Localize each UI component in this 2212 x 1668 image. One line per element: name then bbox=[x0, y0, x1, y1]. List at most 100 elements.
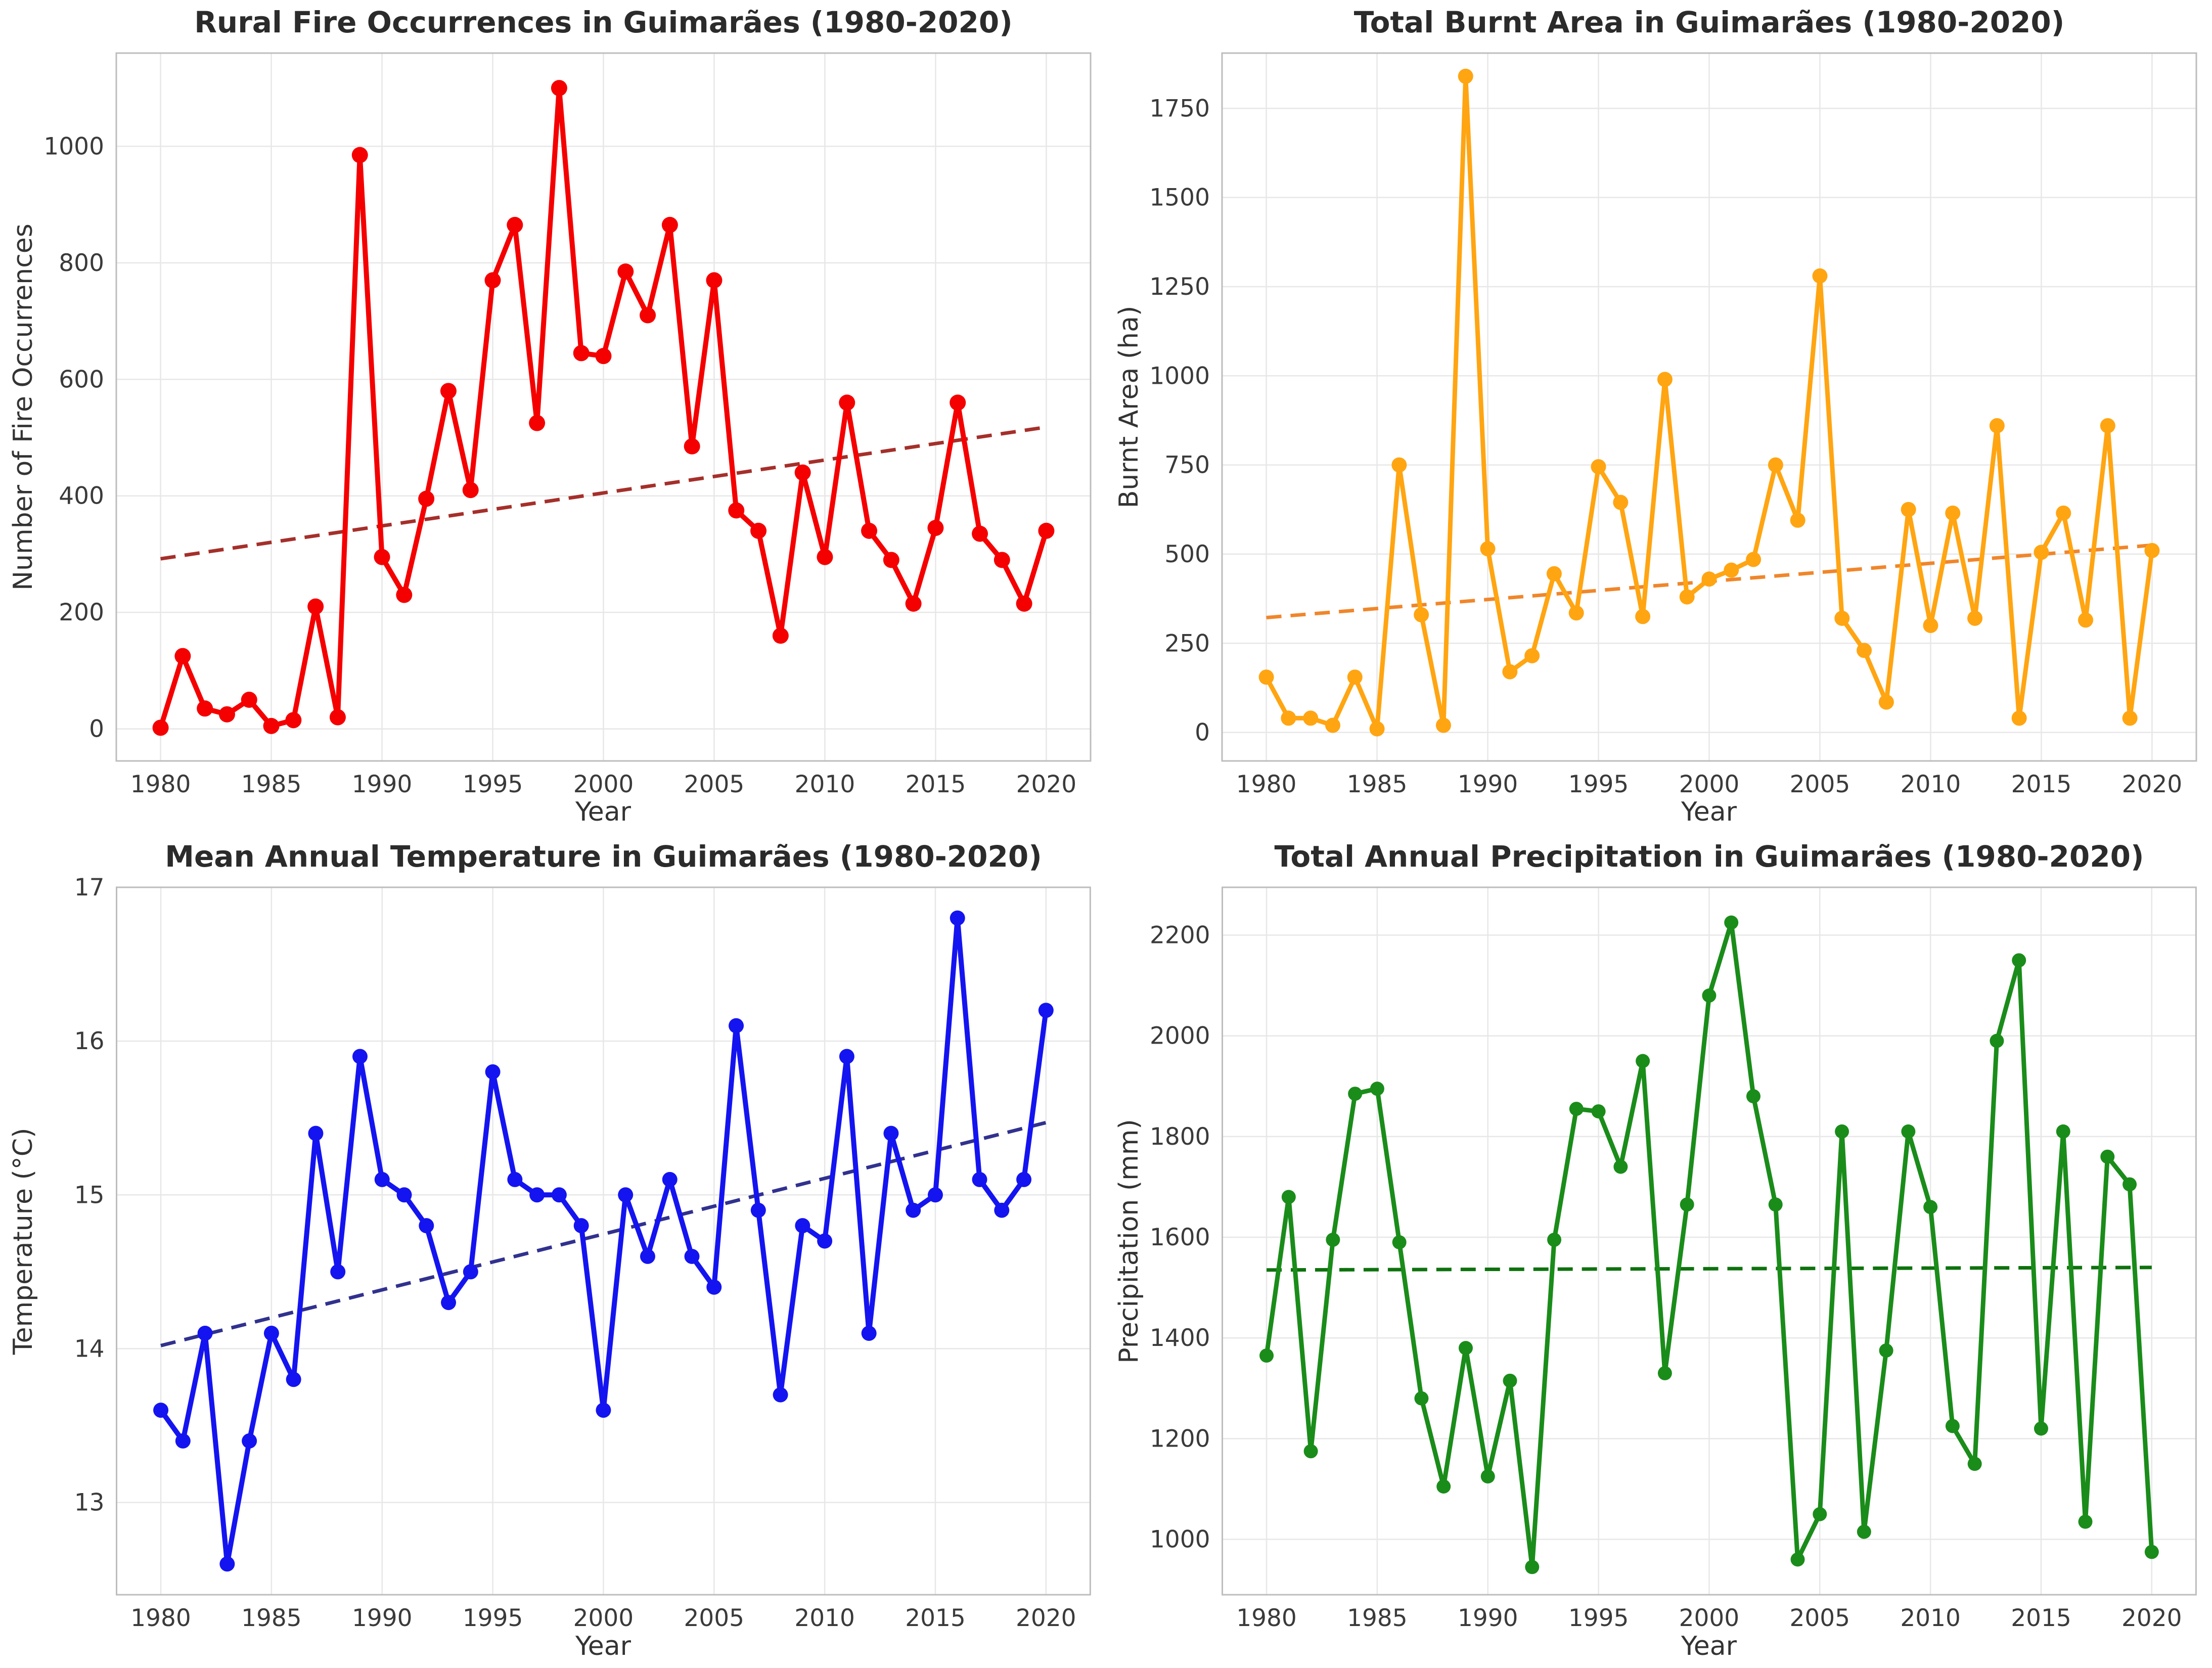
plot-border bbox=[1221, 52, 2197, 762]
svg-text:1990: 1990 bbox=[1458, 771, 1518, 798]
tick-labels: 1980 1985 1990 1995 2000 2005 2010 2015 2020 1000… bbox=[1150, 922, 2182, 1633]
trend-line bbox=[160, 425, 1047, 561]
x-axis-label: Year bbox=[575, 1631, 631, 1661]
svg-text:1985: 1985 bbox=[1347, 1604, 1408, 1632]
svg-text:2015: 2015 bbox=[905, 1604, 966, 1632]
svg-text:1985: 1985 bbox=[1347, 771, 1408, 798]
svg-text:1000: 1000 bbox=[43, 132, 104, 160]
chart-title: Mean Annual Temperature in Guimarães (19… bbox=[165, 839, 1042, 874]
svg-text:1990: 1990 bbox=[352, 771, 413, 798]
svg-text:2015: 2015 bbox=[906, 771, 966, 798]
svg-text:800: 800 bbox=[59, 249, 104, 277]
plot-border bbox=[115, 52, 1092, 762]
svg-text:1995: 1995 bbox=[463, 771, 523, 798]
svg-text:1980: 1980 bbox=[1236, 1604, 1297, 1632]
chart-title: Total Burnt Area in Guimarães (1980-2020… bbox=[1353, 5, 2065, 39]
svg-text:1000: 1000 bbox=[1149, 362, 1210, 390]
x-axis-label: Year bbox=[575, 797, 631, 827]
svg-text:400: 400 bbox=[59, 482, 104, 510]
trend-line bbox=[1267, 1266, 2152, 1272]
svg-text:1980: 1980 bbox=[1236, 771, 1297, 798]
svg-text:13: 13 bbox=[74, 1489, 105, 1517]
svg-text:1985: 1985 bbox=[241, 771, 302, 798]
svg-text:1500: 1500 bbox=[1149, 184, 1210, 212]
chart-temperature: Mean Annual Temperature in Guimarães (19… bbox=[0, 834, 1106, 1668]
plot-svg: 1980 1985 1990 1995 2000 2005 2010 2015 2020 0 250… bbox=[1149, 52, 2197, 798]
svg-text:1250: 1250 bbox=[1149, 273, 1210, 301]
x-axis-label: Year bbox=[1681, 1631, 1737, 1661]
svg-text:2020: 2020 bbox=[2121, 1604, 2182, 1632]
svg-text:1995: 1995 bbox=[463, 1604, 523, 1632]
tick-labels: 1980 1985 1990 1995 2000 2005 2010 2015 2020 13 14… bbox=[74, 874, 1076, 1632]
svg-text:1600: 1600 bbox=[1150, 1224, 1210, 1251]
svg-text:750: 750 bbox=[1164, 452, 1210, 479]
svg-text:600: 600 bbox=[59, 366, 104, 393]
tick-labels: 1980 1985 1990 1995 2000 2005 2010 2015 2020 0 250… bbox=[1149, 95, 2182, 798]
svg-text:250: 250 bbox=[1164, 629, 1210, 657]
svg-text:16: 16 bbox=[74, 1027, 105, 1055]
svg-text:1400: 1400 bbox=[1150, 1324, 1210, 1352]
svg-text:1750: 1750 bbox=[1149, 95, 1210, 122]
chart-fire-occurrences: Rural Fire Occurrences in Guimarães (198… bbox=[0, 0, 1106, 834]
svg-text:2000: 2000 bbox=[573, 1604, 634, 1632]
svg-text:2010: 2010 bbox=[1901, 771, 1961, 798]
svg-text:2010: 2010 bbox=[1900, 1604, 1961, 1632]
svg-text:2020: 2020 bbox=[2122, 771, 2183, 798]
svg-text:15: 15 bbox=[74, 1181, 105, 1209]
svg-text:2010: 2010 bbox=[794, 1604, 855, 1632]
x-axis-label: Year bbox=[1681, 797, 1737, 827]
svg-text:500: 500 bbox=[1164, 540, 1210, 568]
svg-text:2020: 2020 bbox=[1016, 771, 1077, 798]
y-axis-label: Burnt Area (ha) bbox=[1114, 305, 1144, 509]
svg-text:1800: 1800 bbox=[1150, 1123, 1210, 1151]
tick-labels: 1980 1985 1990 1995 2000 2005 2010 2015 2020 0 200… bbox=[43, 132, 1076, 798]
plot-border bbox=[116, 886, 1091, 1596]
chart-precipitation: Total Annual Precipitation in Guimarães … bbox=[1106, 834, 2212, 1668]
data-markers bbox=[153, 910, 1054, 1572]
svg-text:2005: 2005 bbox=[1790, 771, 1850, 798]
svg-text:2000: 2000 bbox=[1150, 1022, 1210, 1050]
data-markers bbox=[152, 80, 1055, 736]
svg-text:1980: 1980 bbox=[130, 771, 191, 798]
plot-svg: 1980 1985 1990 1995 2000 2005 2010 2015 2020 0 200… bbox=[43, 52, 1092, 798]
svg-text:1200: 1200 bbox=[1150, 1425, 1210, 1453]
svg-text:1985: 1985 bbox=[241, 1604, 302, 1632]
svg-text:1995: 1995 bbox=[1568, 1604, 1629, 1632]
svg-text:2010: 2010 bbox=[795, 771, 855, 798]
chart-burnt-area: Total Burnt Area in Guimarães (1980-2020… bbox=[1106, 0, 2212, 834]
y-axis-label: Precipitation (mm) bbox=[1114, 1119, 1144, 1364]
svg-text:1000: 1000 bbox=[1150, 1526, 1210, 1554]
chart-title: Total Annual Precipitation in Guimarães … bbox=[1274, 839, 2144, 874]
svg-text:2000: 2000 bbox=[1679, 1604, 1740, 1632]
svg-text:2000: 2000 bbox=[1679, 771, 1740, 798]
chart-title: Rural Fire Occurrences in Guimarães (198… bbox=[194, 5, 1013, 39]
svg-text:2005: 2005 bbox=[684, 1604, 745, 1632]
svg-text:1995: 1995 bbox=[1568, 771, 1629, 798]
plot-svg: 1980 1985 1990 1995 2000 2005 2010 2015 2020 1000… bbox=[1150, 886, 2197, 1633]
gridlines bbox=[1222, 53, 2196, 761]
data-markers bbox=[1258, 68, 2160, 737]
svg-text:1980: 1980 bbox=[130, 1604, 191, 1632]
gridlines bbox=[116, 53, 1091, 761]
svg-text:200: 200 bbox=[59, 599, 104, 626]
svg-text:17: 17 bbox=[74, 874, 105, 901]
svg-text:2015: 2015 bbox=[2011, 1604, 2071, 1632]
svg-text:2005: 2005 bbox=[1790, 1604, 1850, 1632]
svg-text:2005: 2005 bbox=[684, 771, 745, 798]
svg-text:0: 0 bbox=[89, 715, 104, 743]
svg-text:2000: 2000 bbox=[573, 771, 634, 798]
svg-text:2020: 2020 bbox=[1016, 1604, 1076, 1632]
y-axis-label: Temperature (°C) bbox=[8, 1128, 38, 1355]
svg-text:1990: 1990 bbox=[352, 1604, 413, 1632]
plot-border bbox=[1222, 886, 2197, 1596]
svg-text:2015: 2015 bbox=[2011, 771, 2072, 798]
svg-text:1990: 1990 bbox=[1458, 1604, 1518, 1632]
svg-text:14: 14 bbox=[74, 1335, 105, 1363]
svg-text:2200: 2200 bbox=[1150, 922, 1210, 950]
y-axis-label: Number of Fire Occurrences bbox=[8, 223, 38, 591]
plot-svg: 1980 1985 1990 1995 2000 2005 2010 2015 2020 13 14… bbox=[74, 874, 1091, 1632]
svg-text:0: 0 bbox=[1195, 719, 1210, 747]
data-markers bbox=[1259, 915, 2159, 1574]
gridlines bbox=[116, 886, 1091, 1595]
